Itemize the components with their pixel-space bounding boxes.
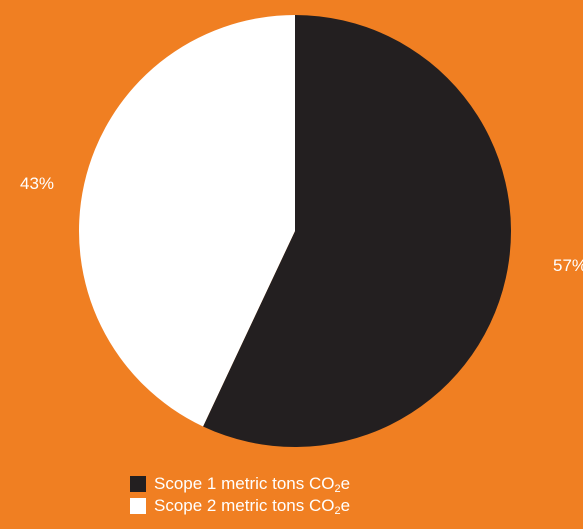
legend: Scope 1 metric tons CO2e Scope 2 metric …: [130, 473, 350, 517]
legend-item-scope-2: Scope 2 metric tons CO2e: [130, 495, 350, 517]
pie-slice-scope-2: [79, 15, 295, 427]
legend-swatch-scope-1: [130, 476, 146, 492]
pie-slice-scope-1: [203, 15, 512, 447]
legend-swatch-scope-2: [130, 498, 146, 514]
legend-label-scope-1: Scope 1 metric tons CO2e: [154, 474, 351, 495]
legend-label-scope-2: Scope 2 metric tons CO2e: [154, 496, 351, 517]
legend-item-scope-1: Scope 1 metric tons CO2e: [130, 473, 350, 495]
slice-label-scope-1: 57%: [553, 256, 583, 275]
slice-label-scope-2: 43%: [20, 174, 54, 193]
